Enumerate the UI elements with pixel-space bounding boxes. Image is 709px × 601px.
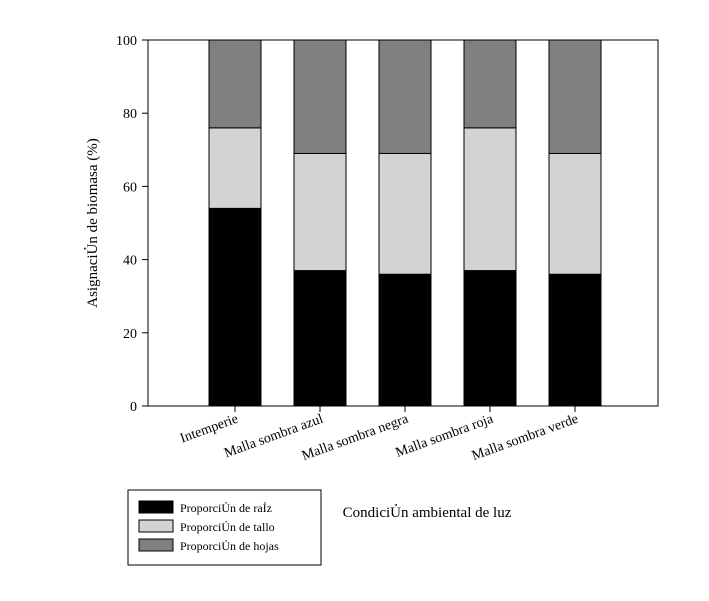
legend-label: ProporciỦn de hojas <box>180 539 279 553</box>
bar-segment-2 <box>208 127 262 209</box>
y-tick-label: 60 <box>123 180 137 195</box>
bar-segment-3 <box>293 39 347 154</box>
y-tick-label: 80 <box>123 107 137 122</box>
bar-segment-3 <box>208 39 262 129</box>
bar-segment-1 <box>463 270 517 407</box>
legend: ProporciỦn de raỈz ProporciỦn de tallo Pro… <box>127 489 322 566</box>
y-tick-label: 20 <box>123 327 137 342</box>
y-tick-label: 100 <box>116 34 137 49</box>
bars-layer <box>208 39 602 407</box>
x-axis-title: CondiciỦn ambiental de luz <box>343 504 512 521</box>
bar-segment-3 <box>548 39 602 154</box>
bar-segment-3 <box>463 39 517 129</box>
bar-segment-2 <box>293 152 347 272</box>
legend-label: ProporciỦn de raỈz <box>180 501 272 515</box>
bar-segment-1 <box>208 207 262 407</box>
legend-swatch <box>138 519 174 533</box>
y-axis: 0 20 40 60 80 100 <box>116 34 148 415</box>
bar-segment-1 <box>548 273 602 407</box>
x-tick-label: Intemperie <box>178 412 240 447</box>
bar-segment-1 <box>378 273 432 407</box>
y-tick-label: 40 <box>123 254 137 269</box>
bar-segment-2 <box>548 152 602 275</box>
y-axis-title: AsignaciỦn de biomasa (%) <box>84 138 101 308</box>
bar-segment-1 <box>293 270 347 407</box>
y-tick-label: 0 <box>130 400 137 415</box>
legend-items: ProporciỦn de raỈz ProporciỦn de tallo Pro… <box>138 500 279 553</box>
bar-segment-2 <box>378 152 432 275</box>
bar-segment-3 <box>378 39 432 154</box>
legend-swatch <box>138 538 174 552</box>
bar-segment-2 <box>463 127 517 272</box>
plot-frame <box>147 39 659 407</box>
legend-label: ProporciỦn de tallo <box>180 520 275 534</box>
legend-swatch <box>138 500 174 514</box>
